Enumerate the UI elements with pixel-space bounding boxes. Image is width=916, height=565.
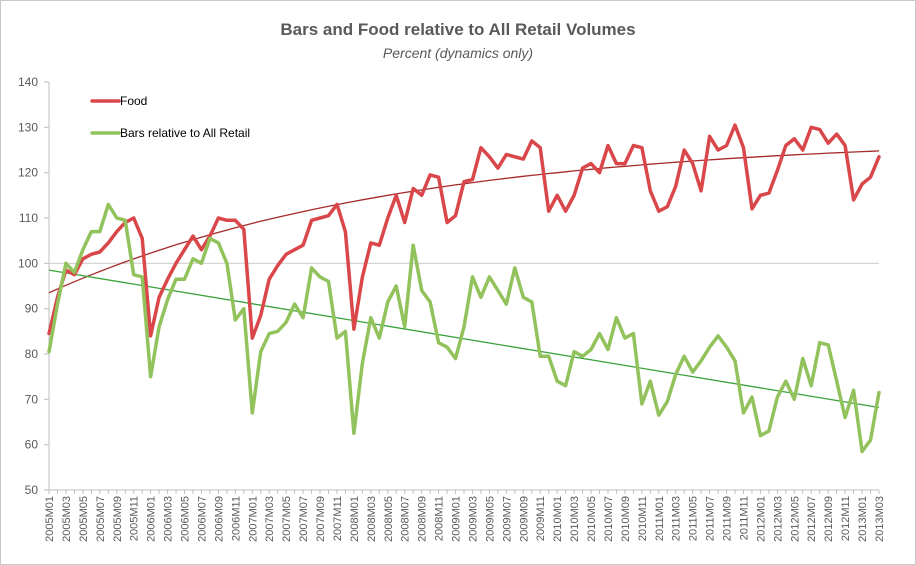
x-tick-label: 2010M09 bbox=[620, 496, 632, 542]
x-tick-label: 2010M11 bbox=[637, 496, 649, 541]
x-tick-label: 2010M05 bbox=[586, 496, 598, 542]
y-tick-label: 120 bbox=[18, 166, 38, 180]
x-tick-label: 2009M05 bbox=[484, 496, 496, 542]
x-tick-label: 2005M11 bbox=[129, 496, 141, 541]
x-tick-label: 2012M01 bbox=[755, 496, 767, 542]
x-tick-label: 2006M11 bbox=[230, 496, 242, 541]
legend-label-bars: Bars relative to All Retail bbox=[120, 126, 250, 140]
chart-title: Bars and Food relative to All Retail Vol… bbox=[280, 20, 636, 39]
x-tick-label: 2009M09 bbox=[518, 496, 530, 542]
x-tick-label: 2008M07 bbox=[400, 496, 412, 542]
x-tick-label: 2008M11 bbox=[434, 496, 446, 541]
x-tick-label: 2005M01 bbox=[44, 496, 56, 542]
x-tick-label: 2012M05 bbox=[789, 496, 801, 542]
series-line-food bbox=[47, 123, 881, 340]
x-tick-label: 2011M01 bbox=[654, 496, 666, 541]
y-tick-label: 100 bbox=[18, 256, 38, 270]
x-tick-label: 2006M07 bbox=[196, 496, 208, 542]
x-tick-label: 2006M03 bbox=[163, 496, 175, 542]
y-tick-label: 60 bbox=[25, 438, 39, 452]
x-tick-label: 2008M05 bbox=[383, 496, 395, 542]
x-tick-label: 2010M01 bbox=[552, 496, 564, 542]
x-tick-label: 2010M03 bbox=[569, 496, 581, 542]
x-tick-label: 2006M01 bbox=[146, 496, 158, 542]
x-tick-label: 2005M09 bbox=[112, 496, 124, 542]
x-tick-label: 2011M09 bbox=[722, 496, 734, 541]
y-tick-label: 70 bbox=[25, 392, 39, 406]
x-tick-label: 2012M03 bbox=[772, 496, 784, 542]
x-tick-label: 2013M03 bbox=[874, 496, 886, 542]
x-tick-label: 2005M05 bbox=[78, 496, 90, 542]
x-tick-label: 2009M07 bbox=[501, 496, 513, 542]
x-tick-label: 2012M07 bbox=[806, 496, 818, 542]
x-tick-label: 2009M03 bbox=[467, 496, 479, 542]
x-tick-label: 2008M01 bbox=[349, 496, 361, 542]
x-tick-label: 2006M05 bbox=[180, 496, 192, 542]
x-tick-label: 2006M09 bbox=[213, 496, 225, 542]
x-tick-label: 2008M09 bbox=[417, 496, 429, 542]
x-tick-label: 2007M01 bbox=[247, 496, 259, 542]
x-tick-label: 2009M11 bbox=[535, 496, 547, 541]
y-tick-label: 90 bbox=[25, 302, 39, 316]
y-tick-label: 110 bbox=[19, 211, 38, 225]
x-tick-label: 2007M07 bbox=[298, 496, 310, 542]
x-tick-label: 2007M03 bbox=[264, 496, 276, 542]
x-tick-label: 2007M11 bbox=[332, 496, 344, 541]
y-tick-label: 80 bbox=[25, 347, 39, 361]
y-tick-label: 130 bbox=[18, 120, 38, 134]
x-tick-label: 2007M09 bbox=[315, 496, 327, 542]
y-tick-label: 50 bbox=[25, 483, 39, 497]
x-tick-label: 2011M05 bbox=[688, 496, 700, 541]
x-tick-label: 2013M01 bbox=[857, 496, 869, 542]
chart-subtitle: Percent (dynamics only) bbox=[382, 45, 534, 61]
x-tick-label: 2011M03 bbox=[671, 496, 683, 541]
x-tick-label: 2008M03 bbox=[366, 496, 378, 542]
x-tick-label: 2007M05 bbox=[281, 496, 293, 542]
x-tick-label: 2011M11 bbox=[738, 496, 750, 540]
x-tick-label: 2012M11 bbox=[840, 496, 852, 541]
x-tick-label: 2009M01 bbox=[451, 496, 463, 542]
trend-line-bars bbox=[48, 269, 880, 409]
series-line-bars bbox=[47, 202, 881, 454]
x-tick-label: 2005M07 bbox=[95, 496, 107, 542]
x-tick-label: 2012M09 bbox=[823, 496, 835, 542]
legend-label-food: Food bbox=[120, 94, 147, 108]
x-tick-label: 2011M07 bbox=[705, 496, 717, 541]
x-tick-label: 2010M07 bbox=[603, 496, 615, 542]
y-tick-label: 140 bbox=[18, 75, 38, 89]
x-tick-label: 2005M03 bbox=[61, 496, 73, 542]
